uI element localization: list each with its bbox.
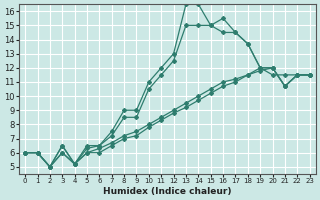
- X-axis label: Humidex (Indice chaleur): Humidex (Indice chaleur): [103, 187, 232, 196]
